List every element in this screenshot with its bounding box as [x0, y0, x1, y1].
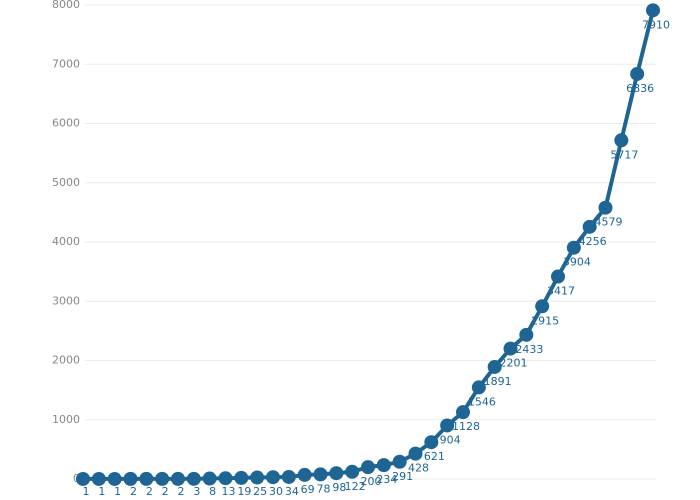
data-label: 69	[301, 483, 315, 496]
point	[91, 471, 106, 486]
data-label: 19	[237, 485, 251, 498]
data-label: 98	[332, 481, 346, 494]
point	[266, 470, 280, 485]
data-label: 1546	[468, 395, 496, 408]
point	[234, 470, 249, 485]
y-tick-label: 5000	[52, 176, 80, 189]
y-tick-label: 6000	[52, 117, 80, 130]
data-label: 1	[83, 485, 90, 498]
data-label: 3417	[547, 285, 575, 298]
point	[155, 471, 170, 486]
point	[250, 470, 265, 485]
data-label: 78	[317, 482, 331, 495]
point	[313, 467, 328, 482]
data-label: 4256	[579, 235, 607, 248]
data-label: 291	[392, 470, 413, 483]
point	[614, 133, 629, 148]
data-label: 25	[253, 485, 267, 498]
point	[551, 269, 565, 284]
y-tick-label: 1000	[52, 413, 80, 426]
point	[361, 460, 375, 475]
point	[535, 299, 550, 314]
point	[582, 219, 597, 234]
point	[107, 471, 122, 486]
data-label: 3904	[563, 256, 591, 269]
data-label: 621	[424, 450, 445, 463]
point	[471, 380, 486, 395]
point	[566, 240, 581, 255]
data-label: 122	[345, 480, 366, 493]
point	[76, 471, 90, 486]
data-label: 2	[178, 485, 185, 498]
point	[171, 471, 185, 486]
data-label: 2915	[531, 314, 559, 327]
line	[83, 9, 655, 481]
data-label: 7910	[642, 18, 670, 31]
point	[598, 200, 613, 215]
data-label: 1891	[484, 375, 512, 388]
point	[408, 446, 423, 461]
data-label: 2	[130, 485, 137, 498]
point	[297, 467, 312, 482]
data-label: 30	[269, 485, 283, 498]
data-label: 13	[222, 485, 236, 498]
y-tick-label: 7000	[52, 57, 80, 70]
point	[440, 418, 455, 433]
data-label: 2201	[500, 357, 528, 370]
point	[646, 3, 660, 18]
point	[123, 471, 138, 486]
point	[519, 327, 534, 342]
data-label: 200	[361, 475, 382, 488]
point	[376, 458, 391, 473]
point	[630, 66, 645, 81]
data-label: 4579	[595, 216, 623, 229]
data-label: 3	[193, 485, 200, 498]
y-tick-label: 4000	[52, 235, 80, 248]
data-label: 234	[376, 473, 397, 486]
point	[218, 471, 233, 486]
data-label: 2	[146, 485, 153, 498]
point	[345, 464, 360, 479]
data-label: 2433	[515, 343, 543, 356]
data-label: 428	[408, 462, 429, 475]
point	[281, 469, 296, 484]
y-tick-label: 2000	[52, 354, 80, 367]
point	[329, 466, 344, 481]
point	[392, 454, 407, 469]
point	[487, 359, 502, 374]
y-tick-label: 3000	[52, 294, 80, 307]
data-label: 1	[114, 485, 121, 498]
point	[503, 341, 518, 356]
data-label: 8	[209, 485, 216, 498]
point	[456, 405, 470, 420]
point	[139, 471, 154, 486]
data-label: 5717	[610, 148, 638, 161]
data-label: 1128	[452, 420, 480, 433]
y-tick-label: 8000	[52, 0, 80, 11]
point	[202, 471, 217, 486]
data-label: 1	[98, 485, 105, 498]
point	[186, 471, 201, 486]
data-label: 2	[162, 485, 169, 498]
point	[424, 435, 439, 450]
data-label: 904	[440, 433, 461, 446]
data-label: 6836	[626, 82, 654, 95]
data-label: 34	[285, 485, 299, 498]
